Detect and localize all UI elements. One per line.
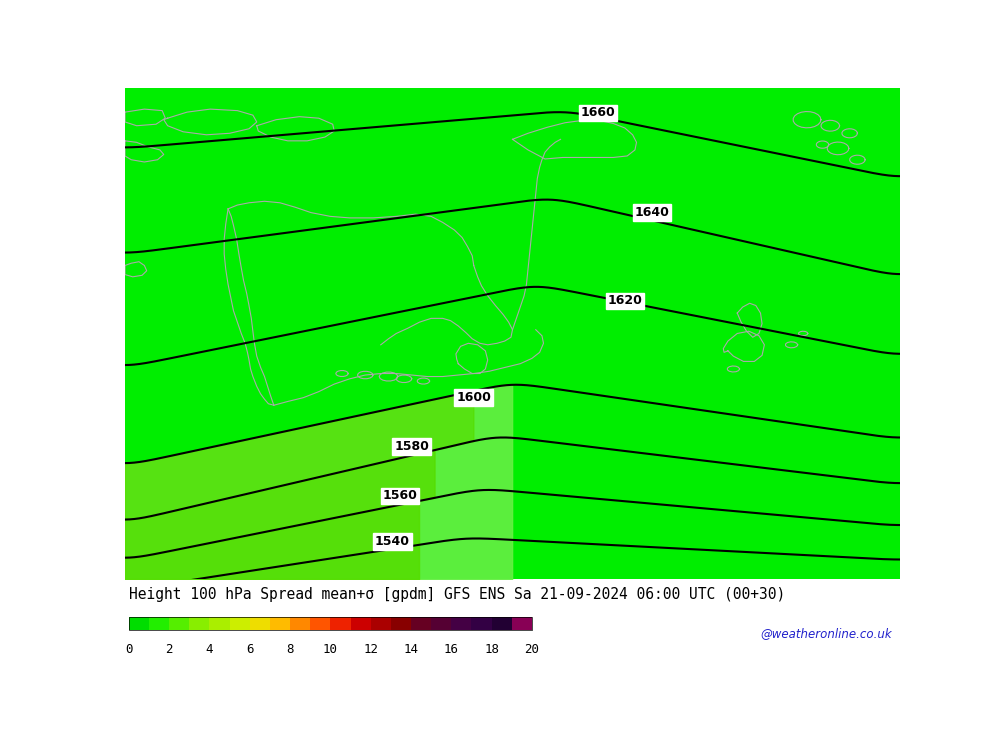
Bar <box>129 616 532 630</box>
Bar <box>471 616 492 630</box>
Text: 1660: 1660 <box>580 106 615 119</box>
Text: 8: 8 <box>286 643 294 656</box>
Bar <box>451 616 471 630</box>
Text: Height 100 hPa Spread mean+σ [gpdm] GFS ENS Sa 21-09-2024 06:00 UTC (00+30): Height 100 hPa Spread mean+σ [gpdm] GFS … <box>129 587 785 602</box>
Text: 1540: 1540 <box>375 535 410 548</box>
Text: @weatheronline.co.uk: @weatheronline.co.uk <box>761 627 892 640</box>
Text: 14: 14 <box>403 643 418 656</box>
Text: 2: 2 <box>165 643 173 656</box>
Bar <box>230 616 250 630</box>
Text: 1620: 1620 <box>607 295 642 308</box>
Text: 0: 0 <box>125 643 133 656</box>
Bar <box>431 616 451 630</box>
Bar <box>351 616 371 630</box>
Bar <box>149 616 169 630</box>
Bar <box>250 616 270 630</box>
Bar <box>169 616 189 630</box>
Bar <box>290 616 310 630</box>
Text: 1560: 1560 <box>383 490 418 502</box>
Text: 1640: 1640 <box>635 206 669 219</box>
Text: 12: 12 <box>363 643 378 656</box>
Bar <box>209 616 230 630</box>
Bar <box>310 616 330 630</box>
Text: 18: 18 <box>484 643 499 656</box>
Bar <box>492 616 512 630</box>
Text: 1580: 1580 <box>394 441 429 453</box>
Text: 1600: 1600 <box>456 391 491 404</box>
Bar <box>129 616 149 630</box>
Text: 20: 20 <box>524 643 539 656</box>
Bar <box>270 616 290 630</box>
Text: 4: 4 <box>206 643 213 656</box>
Bar <box>371 616 391 630</box>
Bar <box>330 616 351 630</box>
Text: 10: 10 <box>323 643 338 656</box>
Bar <box>512 616 532 630</box>
Bar <box>391 616 411 630</box>
Text: 6: 6 <box>246 643 254 656</box>
Text: 16: 16 <box>444 643 459 656</box>
Bar <box>411 616 431 630</box>
Bar <box>189 616 209 630</box>
